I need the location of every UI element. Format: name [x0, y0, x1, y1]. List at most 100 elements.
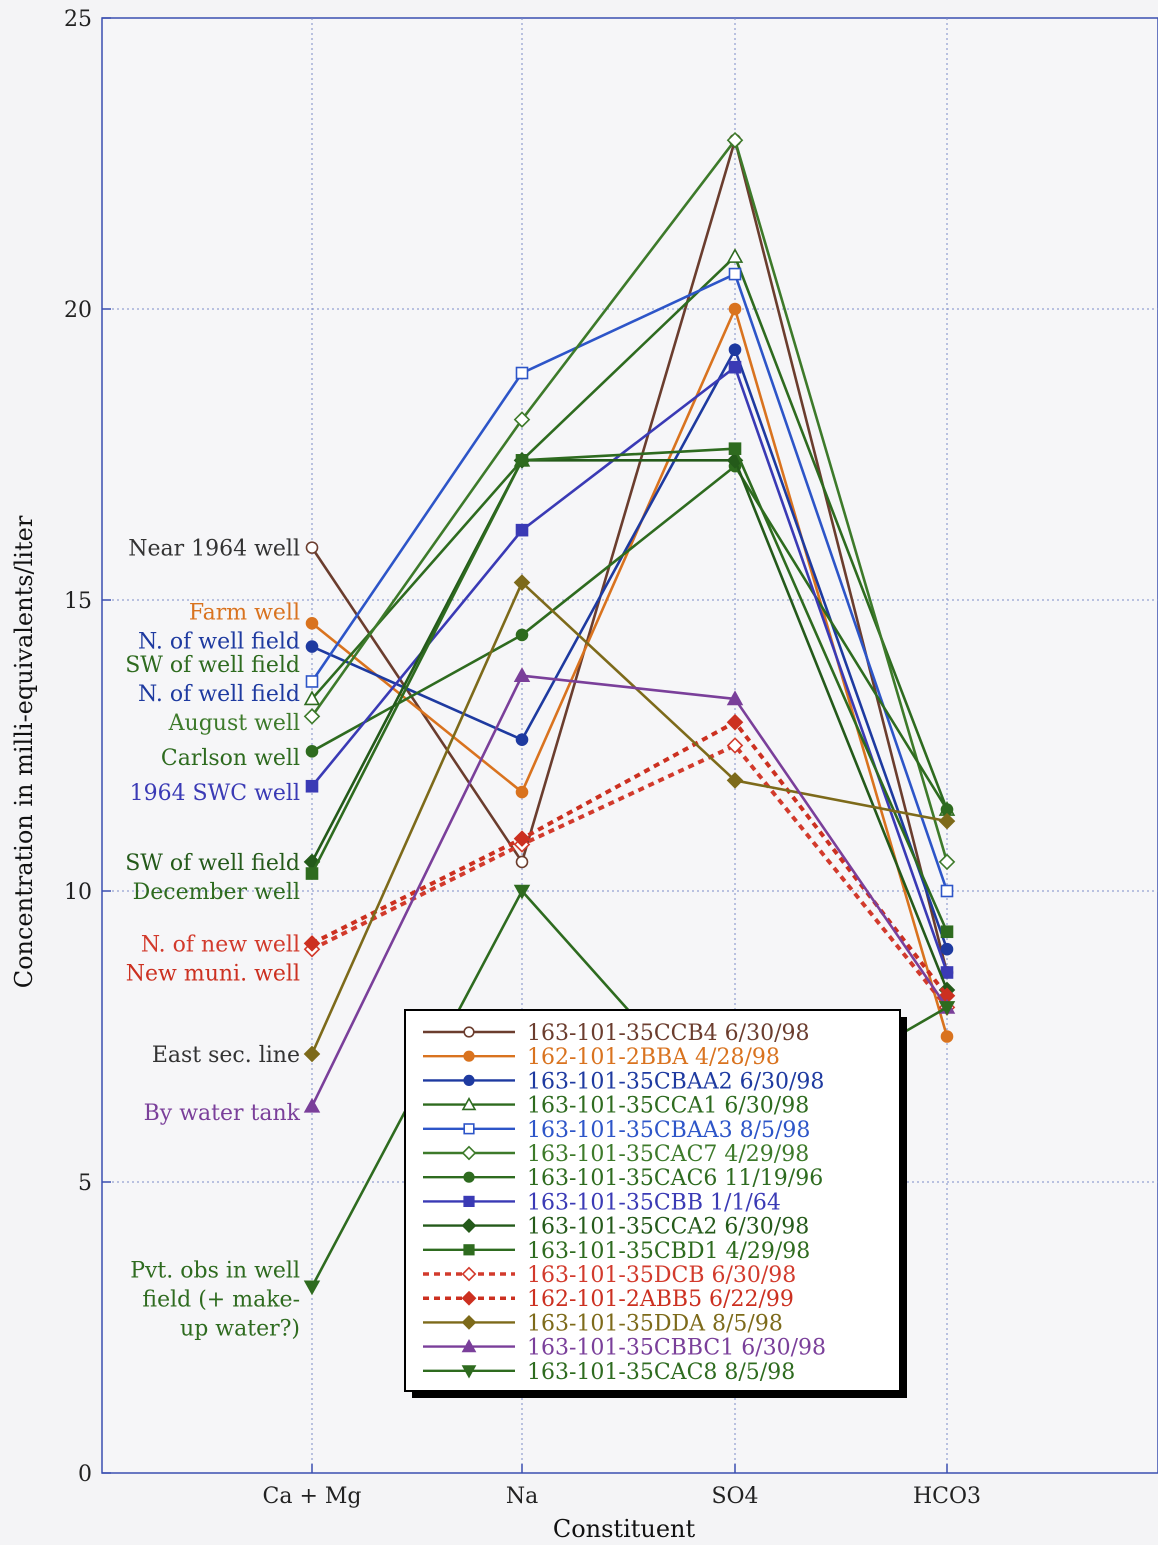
- y-axis-title: Concentration in milli-equivalents/liter: [10, 515, 38, 988]
- legend-marker: [461, 1266, 477, 1282]
- legend-entry: 162-101-2BBA 4/28/98: [527, 1045, 780, 1070]
- y-tick-label: 25: [64, 7, 92, 32]
- axes: 0 5 10 15 20 25 Ca + Mg Na SO4 HCO3: [64, 7, 981, 1509]
- series-11: [303, 713, 956, 1005]
- data-point: [305, 867, 319, 880]
- legend-entry: 163-101-35CAC8 8/5/98: [527, 1360, 795, 1385]
- legend-marker: [463, 1123, 475, 1135]
- data-point: [726, 772, 744, 789]
- legend-entry: 163-101-35CBB 1/1/64: [527, 1190, 781, 1215]
- data-point: [513, 830, 531, 847]
- series-line: [310, 447, 949, 933]
- series-line: [310, 365, 949, 973]
- annotation-label: N. of well field: [138, 682, 300, 707]
- legend-marker: [461, 1290, 477, 1306]
- legend-marker: [461, 1338, 477, 1353]
- legend-entry: 163-101-35CCB4 6/30/98: [527, 1021, 809, 1046]
- annotation-label: field (+ make-: [142, 1287, 300, 1312]
- series-7: [305, 360, 954, 979]
- data-point: [940, 925, 954, 939]
- series-9: [305, 442, 954, 939]
- series-line: [311, 743, 949, 1009]
- y-tick-label: 10: [64, 880, 92, 905]
- legend-marker: [463, 1074, 475, 1086]
- data-point: [938, 812, 956, 830]
- annotation-label: New muni. well: [126, 961, 300, 986]
- annotation-label: Carlson well: [161, 746, 300, 771]
- data-point: [726, 713, 744, 731]
- data-point: [726, 737, 744, 754]
- data-point: [305, 675, 319, 688]
- data-point: [515, 366, 529, 380]
- data-point: [940, 884, 954, 898]
- y-tick-label: 5: [78, 1171, 92, 1196]
- data-point: [305, 640, 319, 653]
- data-point: [305, 779, 319, 793]
- legend-marker: [463, 1026, 475, 1038]
- series-line: [310, 138, 949, 973]
- data-point: [938, 1001, 956, 1016]
- data-point: [515, 733, 529, 746]
- legend-marker: [461, 1145, 477, 1161]
- legend-entry: 163-101-35CBAA2 6/30/98: [527, 1069, 824, 1094]
- annotation-label: December well: [133, 880, 300, 905]
- series-12: [303, 574, 956, 1063]
- annotation-label: Pvt. obs in well: [130, 1258, 300, 1283]
- x-axis-title: Constituent: [553, 1515, 696, 1543]
- legend-entry: 163-101-35DCB 6/30/98: [527, 1263, 796, 1288]
- data-point: [728, 343, 742, 357]
- data-point: [726, 690, 744, 706]
- data-point: [513, 667, 531, 682]
- series-line: [311, 255, 949, 810]
- annotation-label: 1964 SWC well: [130, 781, 300, 806]
- data-point: [513, 884, 531, 900]
- data-point: [515, 454, 529, 467]
- annotation-label: N. of well field: [138, 630, 300, 655]
- y-tick-label: 20: [64, 298, 92, 323]
- series-line: [310, 674, 949, 1107]
- data-point: [515, 855, 529, 869]
- annotation-label: SW of well field: [125, 851, 300, 876]
- legend-marker: [461, 1218, 477, 1233]
- legend-marker: [463, 1244, 475, 1256]
- legend-marker: [461, 1315, 477, 1330]
- legend-entry: 163-101-35CBBC1 6/30/98: [527, 1336, 826, 1361]
- x-tick-label: SO4: [711, 1484, 758, 1509]
- annotation-label: August well: [168, 711, 300, 736]
- data-point: [728, 442, 742, 455]
- annotation-label: up water?): [180, 1317, 300, 1342]
- annotation-label: East sec. line: [152, 1043, 300, 1068]
- data-point: [305, 616, 319, 630]
- series-line: [310, 138, 949, 863]
- data-point: [728, 360, 742, 374]
- series-line: [310, 459, 949, 991]
- y-tick-label: 0: [78, 1462, 92, 1487]
- legend-entry: 163-101-35CCA1 6/30/98: [527, 1094, 809, 1119]
- data-point: [515, 523, 529, 537]
- series-5: [303, 131, 956, 871]
- y-tick-label: 15: [64, 589, 92, 614]
- series-line: [310, 272, 949, 892]
- data-point: [303, 1045, 321, 1063]
- data-point: [513, 574, 531, 591]
- data-point: [303, 690, 321, 706]
- data-point: [515, 785, 529, 799]
- data-point: [515, 628, 529, 642]
- annotation-label: By water tank: [144, 1101, 301, 1126]
- data-point: [728, 267, 742, 281]
- data-point: [305, 745, 319, 758]
- data-point: [305, 541, 319, 554]
- data-point: [940, 1030, 954, 1043]
- legend-marker: [463, 1050, 475, 1062]
- data-point: [303, 935, 321, 952]
- x-tick-label: Na: [506, 1484, 538, 1509]
- data-point: [938, 853, 956, 871]
- legend-entry: 163-101-35CBD1 4/29/98: [527, 1239, 810, 1264]
- annotation-label: Farm well: [189, 601, 300, 626]
- legend-marker: [463, 1195, 475, 1207]
- data-point: [303, 1097, 321, 1113]
- legend-marker: [463, 1171, 475, 1183]
- data-point: [513, 411, 531, 428]
